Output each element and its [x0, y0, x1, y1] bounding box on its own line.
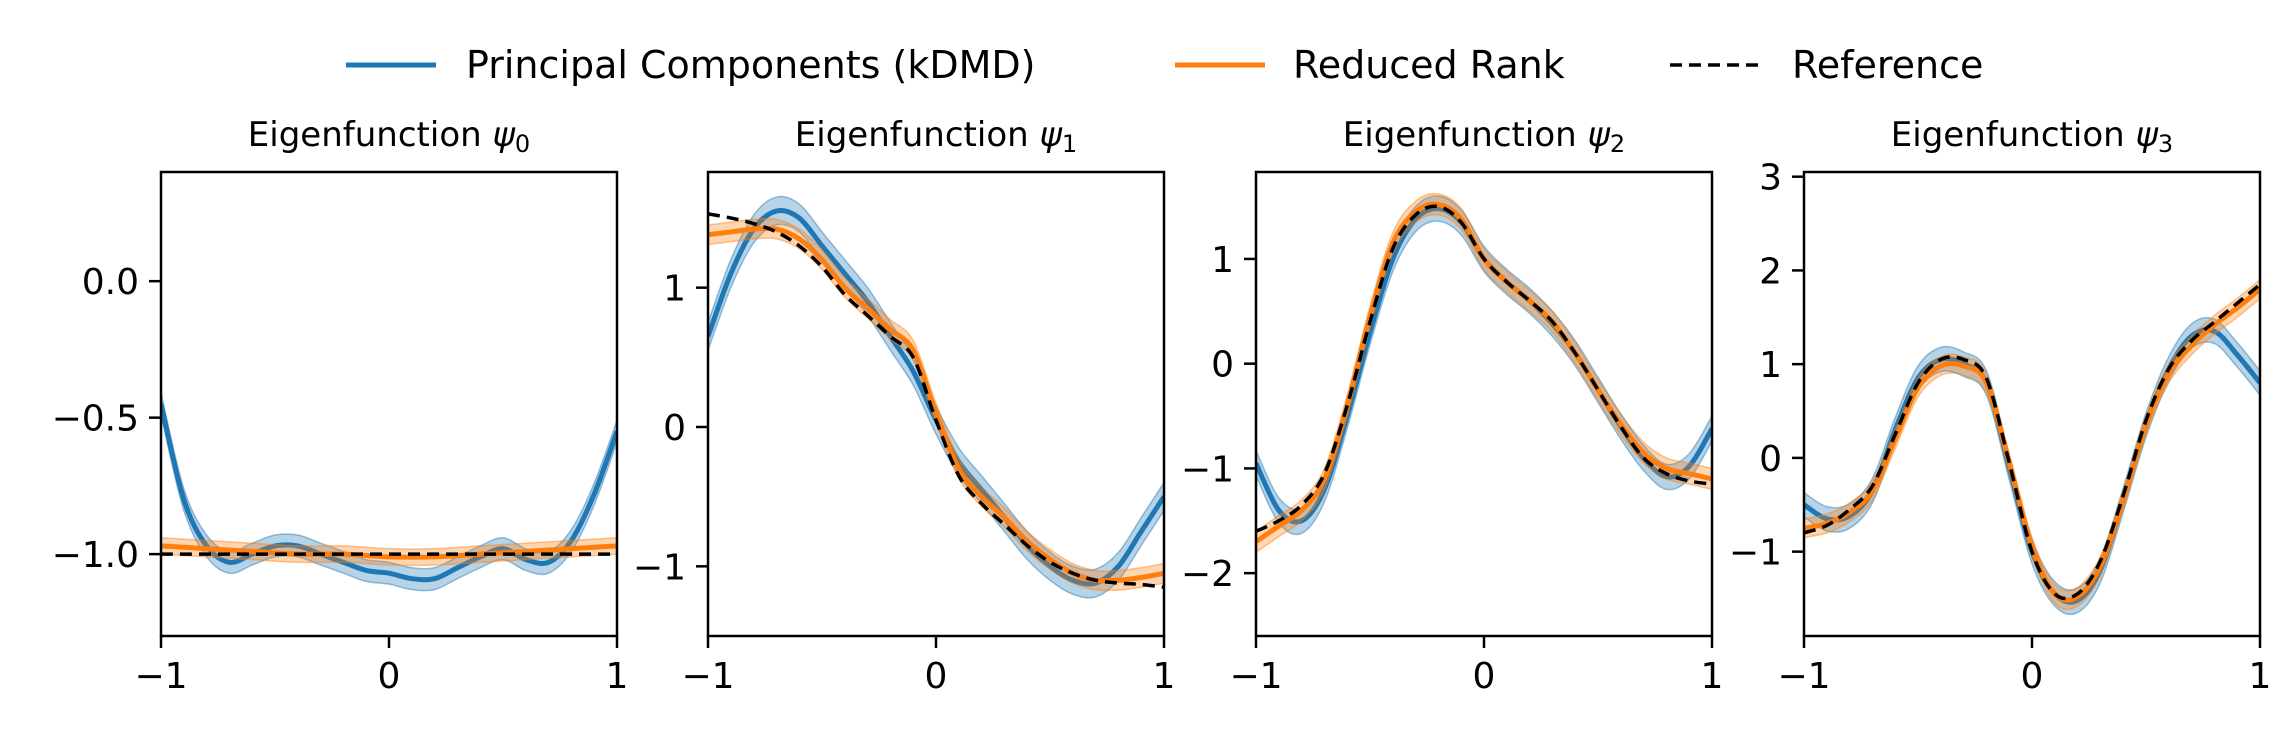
- y-tick-label: 3: [1759, 158, 1782, 199]
- x-tick-label: −1: [1777, 656, 1830, 697]
- legend-item-reference: Reference: [1670, 43, 1983, 87]
- series-line-reference: [1804, 283, 2260, 601]
- y-tick-label: −0.5: [52, 399, 139, 440]
- x-tick-label: 0: [378, 656, 401, 697]
- legend-item-reduced-rank: Reduced Rank: [1175, 43, 1565, 87]
- y-tick-label: 1: [663, 269, 686, 310]
- series-band-edge-reduced-rank: [161, 536, 617, 550]
- series-band-edge-reduced-rank: [1804, 297, 2260, 611]
- series-band-kdmd: [1256, 196, 1712, 535]
- series-band-edge-kdmd: [708, 223, 1164, 599]
- x-tick-label: 0: [2021, 656, 2044, 697]
- series-band-kdmd: [1804, 317, 2260, 615]
- series-band-kdmd: [708, 196, 1164, 598]
- y-tick-label: 0.0: [82, 262, 139, 303]
- series-band-edge-reduced-rank: [1256, 192, 1712, 532]
- series-line-reference: [1256, 204, 1712, 533]
- panel-plot-area: [1804, 279, 2260, 616]
- y-tick-label: 1: [1211, 240, 1234, 281]
- x-tick-label: 1: [2249, 656, 2272, 697]
- series-line-kdmd: [161, 403, 617, 583]
- panel-0: Eigenfunction ψ0 −1 0 1 0.0 −0.5 −1.0: [52, 115, 629, 697]
- y-tick-label: 0: [1211, 345, 1234, 386]
- x-tick-label: −1: [1229, 656, 1282, 697]
- series-band-edge-kdmd: [1256, 220, 1712, 536]
- series-band-edge-reduced-rank: [161, 553, 617, 567]
- legend-label-reduced-rank: Reduced Rank: [1293, 43, 1565, 87]
- x-tick-label: 1: [1701, 656, 1724, 697]
- y-tick-label: −1.0: [52, 535, 139, 576]
- series-band-reduced-rank: [1256, 193, 1712, 553]
- y-tick-label: −1: [1181, 449, 1234, 490]
- panel-title: Eigenfunction ψ0: [248, 115, 530, 158]
- legend-label-reference: Reference: [1792, 43, 1983, 87]
- x-tick-label: 1: [1153, 656, 1176, 697]
- x-tick-label: −1: [134, 656, 187, 697]
- series-band-reduced-rank: [708, 218, 1164, 591]
- axes-frame: [1802, 170, 2262, 638]
- series-band-kdmd: [161, 393, 617, 591]
- y-tick-label: −1: [633, 547, 686, 588]
- panel-title: Eigenfunction ψ3: [1891, 115, 2173, 158]
- series-band-edge-kdmd: [708, 195, 1164, 571]
- panel-3: Eigenfunction ψ3 −1 0 1 3 2 1 0 −1: [1729, 115, 2272, 697]
- series-line-reduced-rank: [161, 543, 617, 560]
- x-tick-label: 0: [1473, 656, 1496, 697]
- series-band-reduced-rank: [161, 537, 617, 566]
- legend-label-kdmd: Principal Components (kDMD): [466, 43, 1035, 87]
- series-band-edge-reduced-rank: [708, 217, 1164, 572]
- panel-title: Eigenfunction ψ2: [1343, 115, 1625, 158]
- panel-plot-area: [1256, 192, 1712, 553]
- series-band-edge-kdmd: [161, 414, 617, 592]
- series-line-kdmd: [708, 208, 1164, 587]
- x-tick-label: −1: [681, 656, 734, 697]
- y-tick-label: −1: [1729, 533, 1782, 574]
- y-tick-label: 2: [1759, 251, 1782, 292]
- y-tick-label: 1: [1759, 345, 1782, 386]
- panel-plot-area: [161, 392, 617, 592]
- panel-1: Eigenfunction ψ1 −1 0 1 1 0 −1: [633, 115, 1176, 697]
- panel-title: Eigenfunction ψ1: [795, 115, 1077, 158]
- panel-2: Eigenfunction ψ2 −1 0 1 1 0 −1 −2: [1181, 115, 1724, 697]
- panel-plot-area: [708, 195, 1164, 599]
- y-tick-label: 0: [663, 408, 686, 449]
- series-band-edge-reduced-rank: [1256, 213, 1712, 553]
- x-tick-label: 0: [925, 656, 948, 697]
- series-band-edge-reduced-rank: [1804, 279, 2260, 592]
- series-line-reference: [708, 212, 1164, 589]
- legend: Principal Components (kDMD) Reduced Rank…: [346, 43, 1983, 87]
- y-tick-label: −2: [1181, 554, 1234, 595]
- y-tick-label: 0: [1759, 439, 1782, 480]
- legend-item-kdmd: Principal Components (kDMD): [346, 43, 1035, 87]
- axes-frame: [1254, 170, 1714, 638]
- x-tick-label: 1: [606, 656, 629, 697]
